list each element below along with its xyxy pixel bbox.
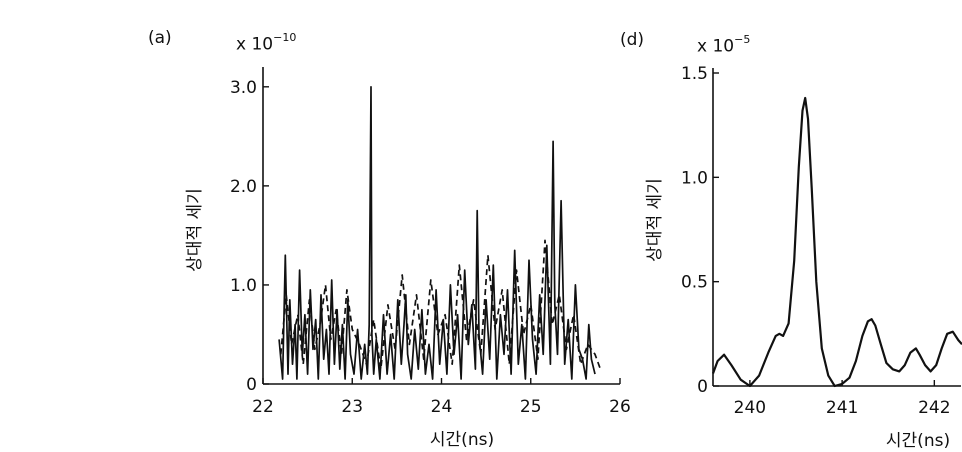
- panel-d-x-axis-title: 시간(ns): [886, 431, 950, 451]
- panel-a-x-tick-label: 25: [520, 397, 542, 417]
- panel-a-y-tick-label: 3.0: [230, 78, 257, 98]
- panel-a-y-tick-label: 2.0: [230, 177, 257, 197]
- panel-d-y-tick-label: 1.5: [681, 64, 708, 84]
- panel-a-exponent-power: −10: [273, 31, 297, 44]
- panel-d-exponent-power: −5: [734, 33, 751, 46]
- panel-a-series-1-line: [278, 85, 596, 380]
- panel-d-y-tick-label: 1.0: [681, 168, 708, 188]
- panel-a-x-tick-label: 26: [609, 397, 631, 417]
- panel-d-label: (d): [620, 30, 645, 50]
- panel-d-series-1-line: [711, 96, 962, 388]
- panel-d-y-tick-label: 0: [697, 377, 708, 397]
- panel-a-series-2-line: [279, 239, 602, 370]
- panel-a-y-axis-title: 상대적 세기: [185, 188, 205, 272]
- panel-d-y-axis-title: 상대적 세기: [645, 178, 665, 262]
- panel-a-exponent-base: x 10: [236, 34, 274, 55]
- panel-a-x-axis-title: 시간(ns): [430, 430, 494, 450]
- panel-d-x-tick-label: 242: [918, 398, 950, 418]
- panel-a-y-tick-label: 0: [246, 375, 257, 395]
- panel-a-x-tick-label: 23: [341, 397, 363, 417]
- panel-a-exponent-label: x 10−10: [236, 31, 297, 55]
- panel-d-x-tick-label: 241: [826, 398, 858, 418]
- panel-a-x-tick-label: 22: [252, 397, 274, 417]
- panel-d-x-tick-label: 240: [734, 398, 766, 418]
- panel-d-y-tick-label: 0.5: [681, 273, 708, 293]
- panel-a-y-tick-label: 1.0: [230, 276, 257, 296]
- panel-a-label: (a): [148, 28, 172, 48]
- panel-d-exponent-label: x 10−5: [697, 33, 751, 57]
- panel-a-x-tick-label: 24: [431, 397, 453, 417]
- panel-d-exponent-base: x 10: [697, 36, 735, 57]
